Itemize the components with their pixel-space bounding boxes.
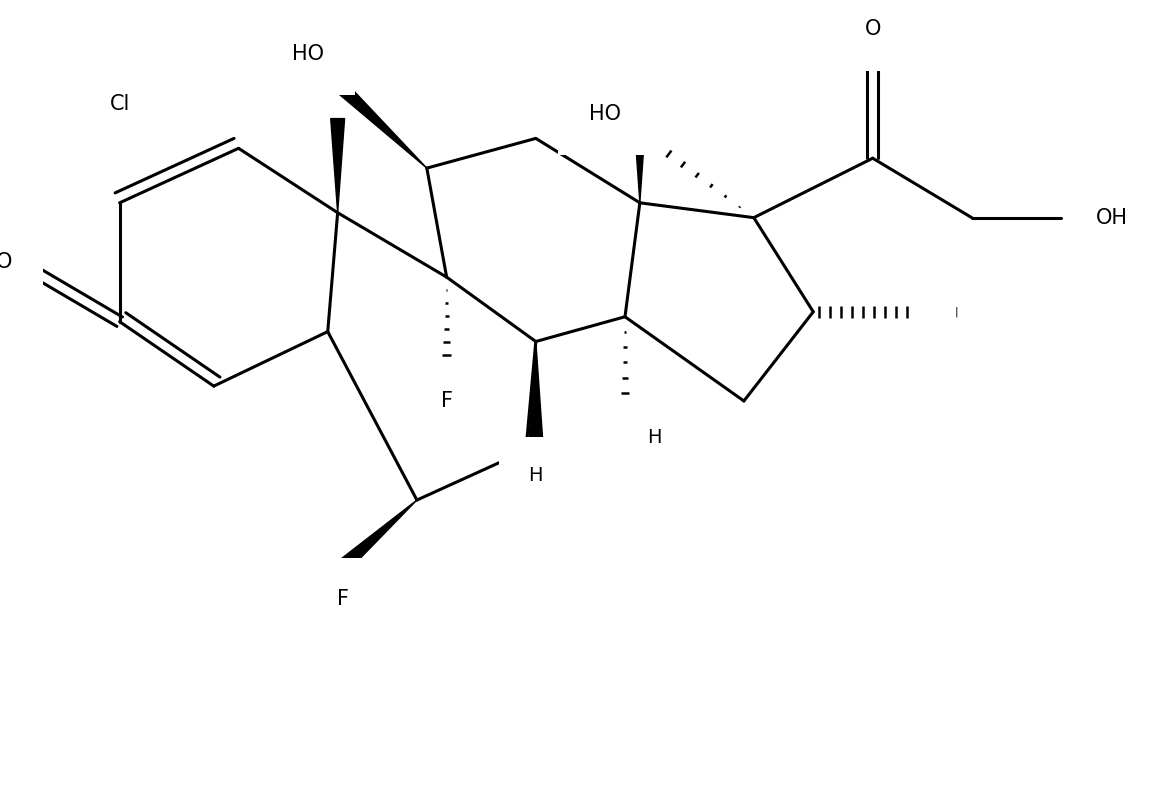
Text: HO: HO (292, 44, 324, 64)
Polygon shape (633, 103, 647, 203)
Text: O: O (864, 19, 880, 39)
Polygon shape (529, 341, 542, 441)
Text: HO: HO (589, 103, 621, 123)
Text: O: O (0, 252, 12, 272)
Text: F: F (441, 391, 452, 411)
Text: OH: OH (1096, 208, 1128, 228)
Text: |: | (955, 306, 958, 317)
Text: F: F (337, 589, 349, 609)
Text: Cl: Cl (110, 94, 129, 114)
Text: H: H (647, 428, 662, 447)
Polygon shape (331, 119, 345, 213)
Polygon shape (338, 500, 417, 572)
Text: H: H (528, 466, 543, 485)
Polygon shape (332, 79, 427, 168)
